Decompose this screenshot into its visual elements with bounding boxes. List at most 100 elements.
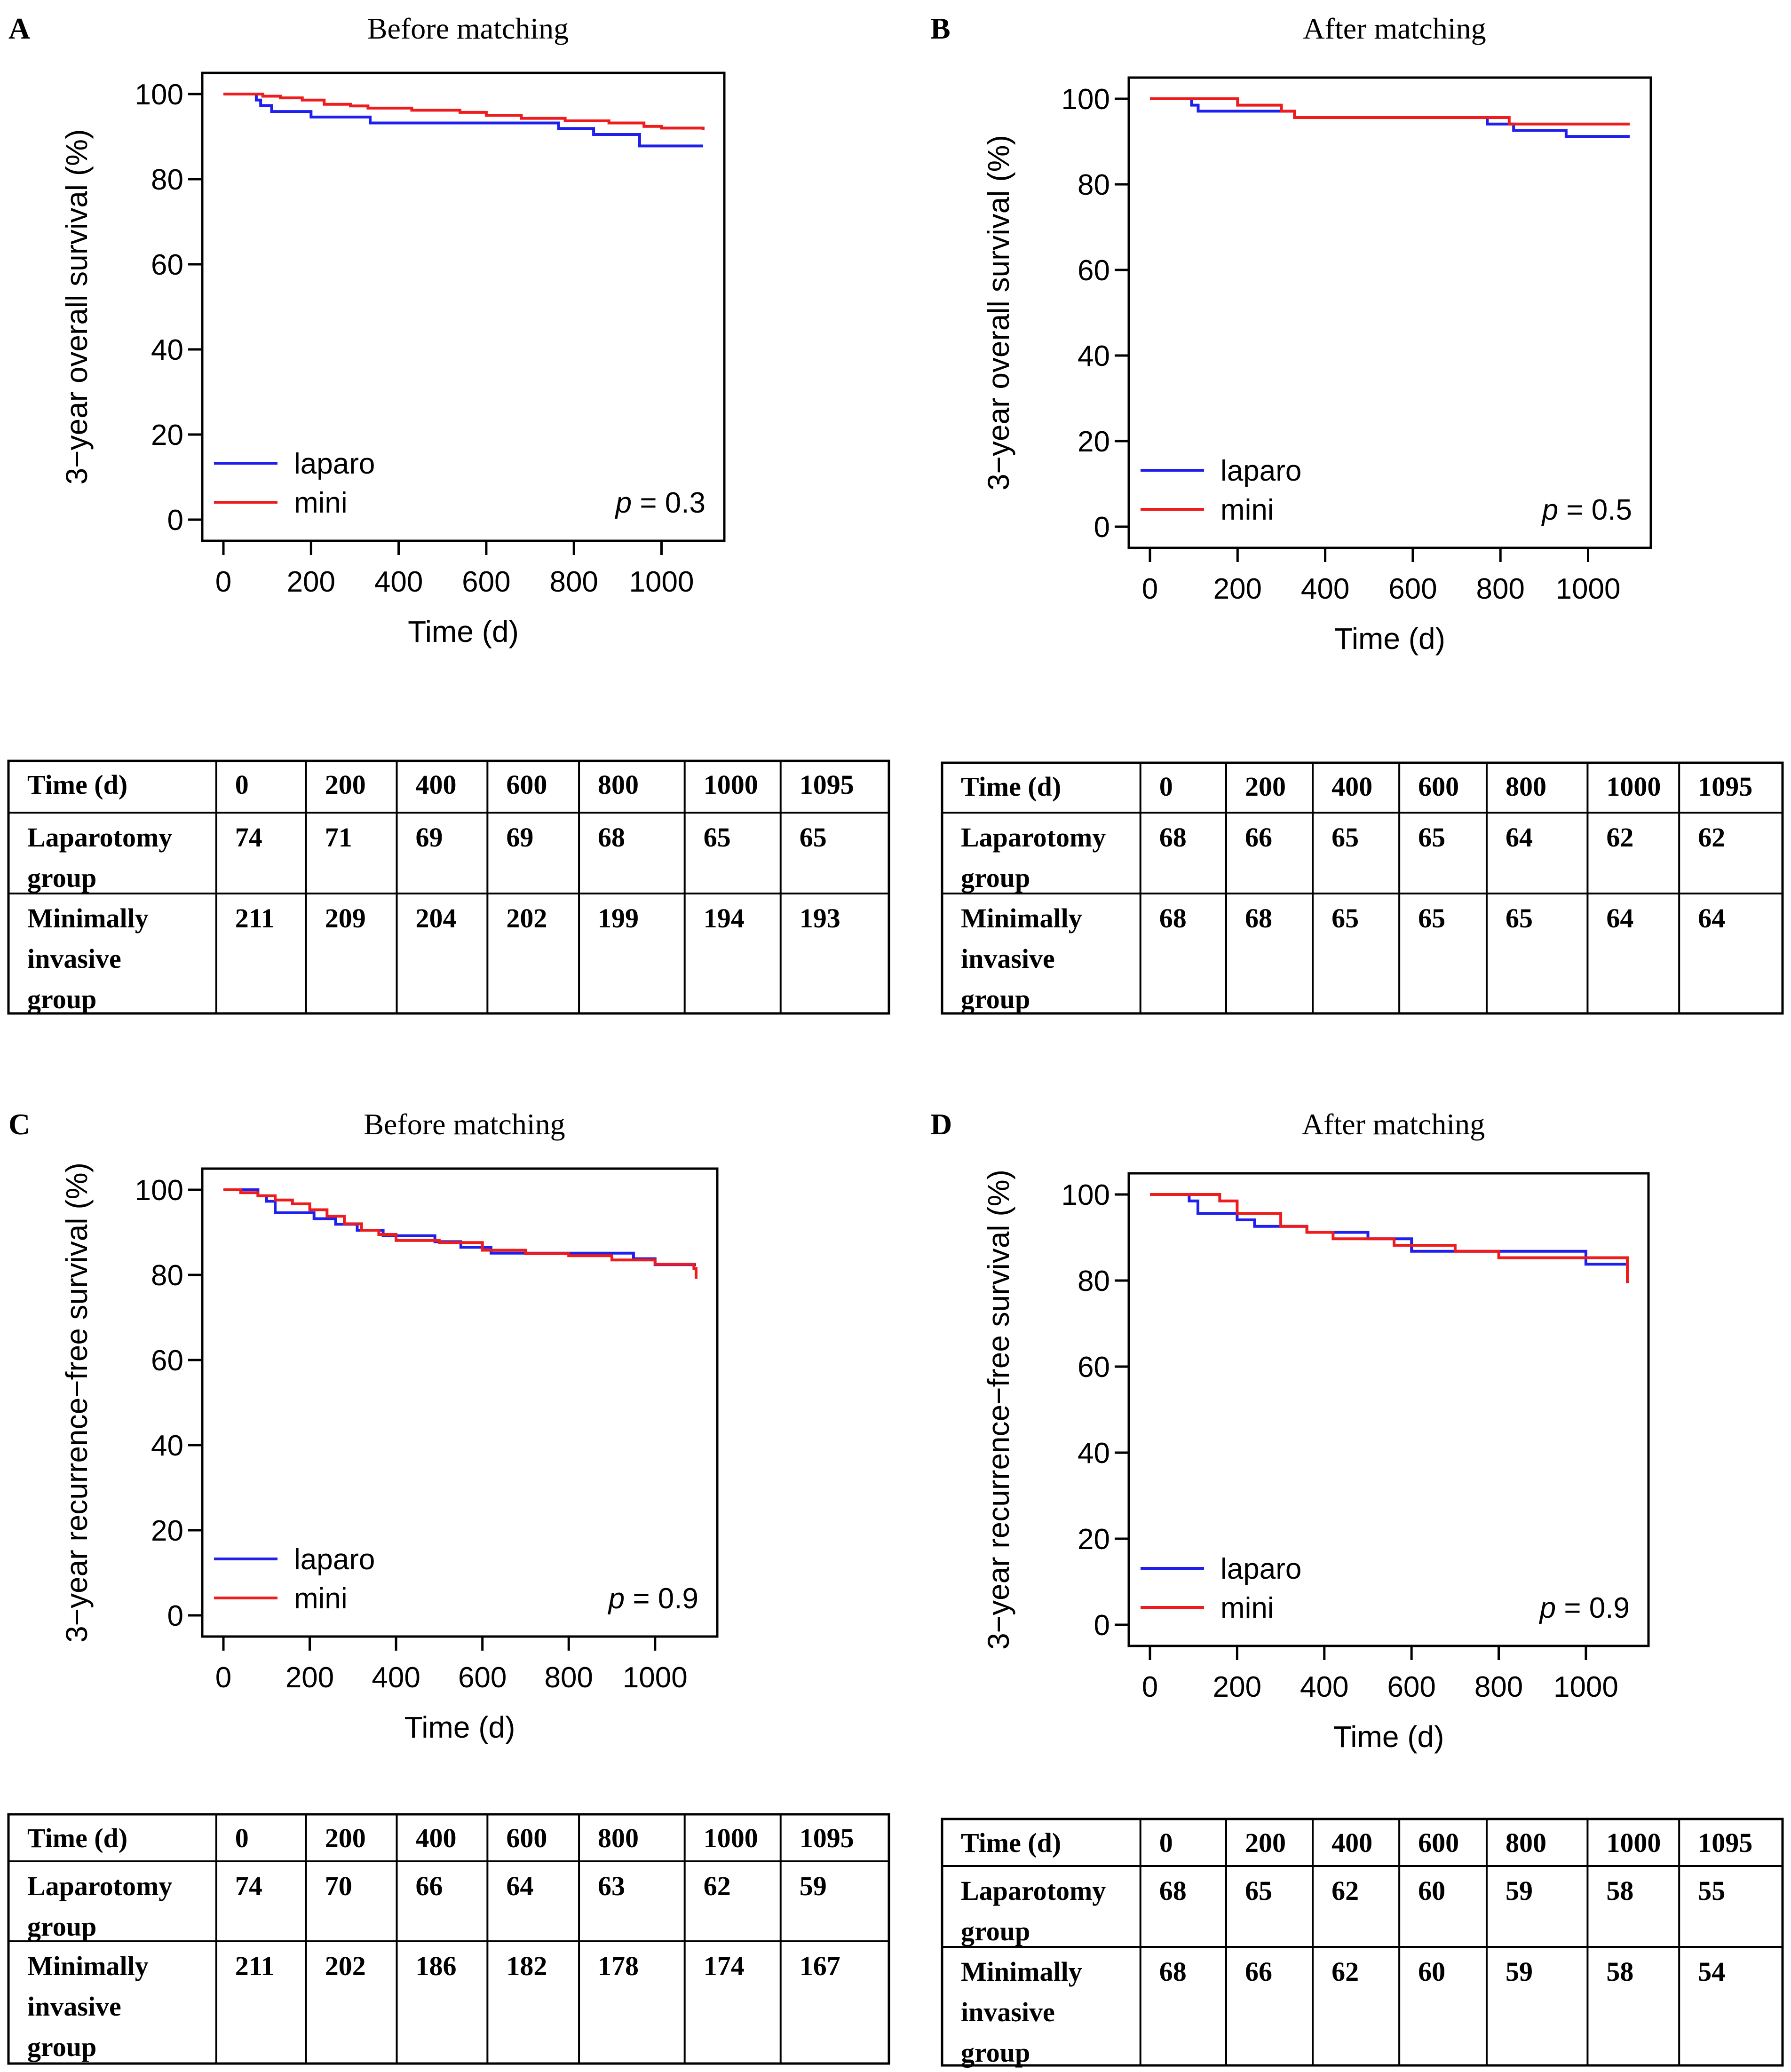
curve-mini bbox=[223, 1188, 697, 1279]
cell-minimally: 202 bbox=[506, 903, 547, 933]
legend-label-mini: mini bbox=[294, 487, 348, 519]
cell-laparotomy: 68 bbox=[1159, 1875, 1187, 1906]
table-header-0: 0 bbox=[235, 1823, 249, 1853]
legend-label-mini: mini bbox=[294, 1582, 348, 1615]
table-header-600: 600 bbox=[506, 769, 547, 800]
x-tick-label: 400 bbox=[1300, 1671, 1348, 1703]
y-axis-label: 3−year overall survival (%) bbox=[60, 129, 94, 485]
cell-minimally: 66 bbox=[1245, 1956, 1272, 1987]
table-header-time: Time (d) bbox=[27, 769, 127, 800]
y-tick-label: 20 bbox=[1078, 1523, 1110, 1556]
table-border bbox=[7, 759, 890, 1015]
row-label-laparotomy: Laparotomy bbox=[961, 1875, 1106, 1906]
y-tick-label: 80 bbox=[151, 1259, 183, 1292]
x-axis-label: Time (d) bbox=[1334, 622, 1445, 656]
cell-minimally: 202 bbox=[325, 1951, 366, 1981]
cell-laparotomy: 65 bbox=[704, 822, 731, 853]
cell-laparotomy: 63 bbox=[598, 1871, 625, 1901]
cell-minimally: 193 bbox=[800, 903, 840, 933]
cell-laparotomy: 62 bbox=[704, 1871, 731, 1901]
table-header-0: 0 bbox=[235, 769, 249, 800]
x-tick-label: 1000 bbox=[1556, 573, 1621, 605]
x-tick-label: 0 bbox=[215, 566, 231, 598]
table-header-0: 0 bbox=[1159, 1827, 1173, 1858]
table-header-400: 400 bbox=[1331, 771, 1372, 802]
y-tick-label: 60 bbox=[1078, 1351, 1110, 1384]
x-tick-label: 800 bbox=[1474, 1671, 1523, 1703]
y-tick-label: 40 bbox=[1078, 340, 1110, 372]
plot-frame bbox=[1127, 76, 1652, 549]
cell-minimally: 58 bbox=[1606, 1956, 1633, 1987]
table-header-800: 800 bbox=[598, 769, 639, 800]
table-header-200: 200 bbox=[1245, 771, 1286, 802]
legend-label-laparo: laparo bbox=[294, 448, 375, 480]
cell-laparotomy: 68 bbox=[1159, 822, 1187, 853]
row-label-minimally: group bbox=[27, 2032, 96, 2062]
table-header-800: 800 bbox=[1506, 1827, 1546, 1858]
table-header-400: 400 bbox=[416, 769, 457, 800]
panel-letter: A bbox=[8, 12, 30, 45]
cell-minimally: 62 bbox=[1331, 1956, 1359, 1987]
y-tick-label: 0 bbox=[167, 504, 183, 537]
cell-laparotomy: 62 bbox=[1698, 822, 1725, 853]
curve-laparo bbox=[1150, 1193, 1627, 1266]
cell-laparotomy: 66 bbox=[1245, 822, 1272, 853]
table-header-800: 800 bbox=[1506, 771, 1546, 802]
y-tick-label: 40 bbox=[1078, 1437, 1110, 1470]
p-value-symbol: p bbox=[615, 487, 632, 519]
p-value: p = 0.5 bbox=[1541, 494, 1632, 526]
cell-minimally: 65 bbox=[1418, 903, 1445, 933]
p-value-symbol: p bbox=[608, 1582, 625, 1615]
legend-label-laparo: laparo bbox=[294, 1543, 375, 1576]
cell-minimally: 211 bbox=[235, 903, 275, 933]
table-header-400: 400 bbox=[1331, 1827, 1372, 1858]
table-header-time: Time (d) bbox=[961, 771, 1061, 802]
cell-laparotomy: 64 bbox=[506, 1871, 533, 1901]
plot-frame bbox=[1127, 1172, 1650, 1647]
cell-minimally: 68 bbox=[1245, 903, 1272, 933]
cell-minimally: 182 bbox=[506, 1951, 547, 1981]
cell-minimally: 209 bbox=[325, 903, 366, 933]
table-header-1095: 1095 bbox=[1698, 1827, 1752, 1858]
row-label-minimally: group bbox=[961, 2037, 1030, 2068]
cell-laparotomy: 59 bbox=[1506, 1875, 1533, 1906]
p-value-text: = 0.3 bbox=[632, 487, 705, 519]
y-tick-label: 100 bbox=[135, 1174, 183, 1207]
cell-laparotomy: 65 bbox=[1245, 1875, 1272, 1906]
x-tick-label: 600 bbox=[1388, 573, 1437, 605]
y-tick-label: 20 bbox=[151, 419, 183, 451]
x-tick-label: 200 bbox=[285, 1661, 334, 1694]
curve-mini bbox=[223, 93, 705, 130]
p-value-symbol: p bbox=[1539, 1592, 1556, 1624]
table-border bbox=[941, 1818, 1784, 2067]
x-tick-label: 1000 bbox=[1553, 1671, 1618, 1703]
table-header-600: 600 bbox=[1418, 1827, 1459, 1858]
cell-minimally: 65 bbox=[1331, 903, 1359, 933]
cell-minimally: 59 bbox=[1506, 1956, 1533, 1987]
table-header-1000: 1000 bbox=[1606, 1827, 1661, 1858]
table-header-1095: 1095 bbox=[800, 1823, 854, 1853]
cell-minimally: 174 bbox=[704, 1951, 745, 1981]
x-tick-label: 200 bbox=[1213, 573, 1262, 605]
panel-letter: B bbox=[930, 12, 951, 45]
cell-minimally: 64 bbox=[1698, 903, 1725, 933]
table-border bbox=[7, 1813, 890, 2065]
legend-label-laparo: laparo bbox=[1220, 455, 1301, 487]
cell-minimally: 194 bbox=[704, 903, 745, 933]
panel-title: Before matching bbox=[367, 12, 569, 45]
row-label-laparotomy: Laparotomy bbox=[27, 1871, 172, 1901]
cell-laparotomy: 55 bbox=[1698, 1875, 1725, 1906]
panel-title: After matching bbox=[1303, 12, 1486, 45]
x-tick-label: 600 bbox=[1387, 1671, 1435, 1703]
cell-laparotomy: 70 bbox=[325, 1871, 352, 1901]
row-label-laparotomy: group bbox=[27, 1911, 96, 1942]
y-tick-label: 60 bbox=[151, 1344, 183, 1377]
cell-laparotomy: 60 bbox=[1418, 1875, 1445, 1906]
row-label-minimally: group bbox=[961, 984, 1030, 1014]
table-header-200: 200 bbox=[325, 1823, 366, 1853]
row-label-minimally: Minimally bbox=[27, 1951, 149, 1981]
panel-title: After matching bbox=[1302, 1107, 1485, 1141]
